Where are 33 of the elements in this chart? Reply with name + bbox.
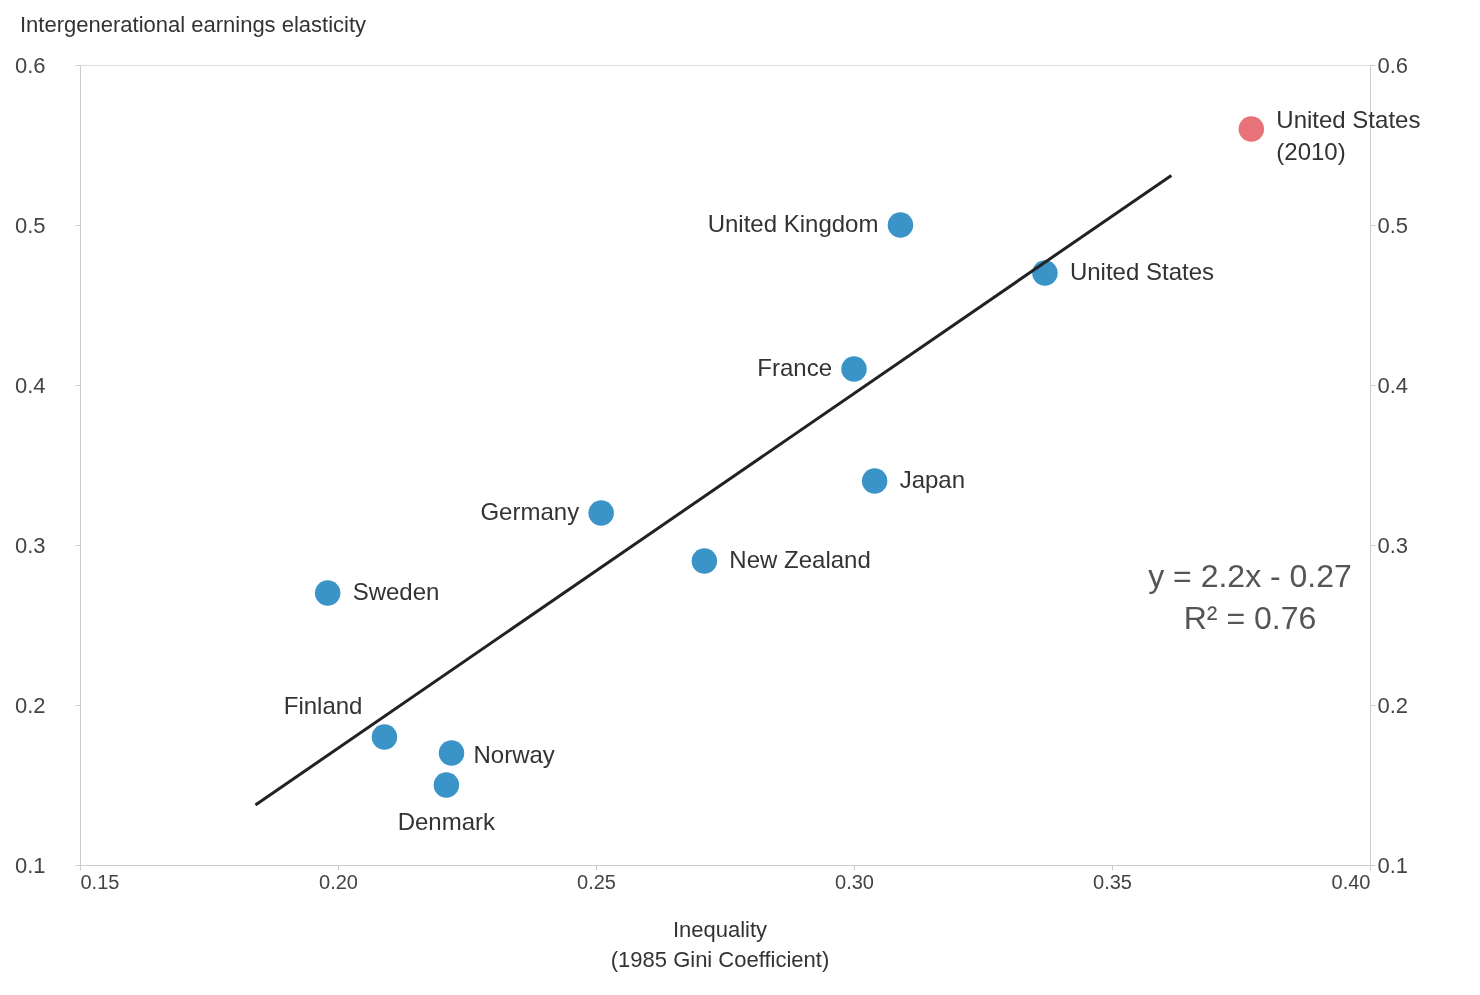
y2-tick-label: 0.1 <box>1377 852 1409 878</box>
y-tick-label: 0.5 <box>14 212 46 238</box>
y2-tick-label: 0.4 <box>1377 372 1409 398</box>
annotation: Finland <box>283 692 363 719</box>
x-tick-label: 0.25 <box>577 870 616 893</box>
x-axis-title: Inequality (1985 Gini Coefficient) <box>610 917 830 972</box>
y2-tick-label: 0.2 <box>1377 692 1409 718</box>
y-tick-label: 0.6 <box>14 52 46 78</box>
x-tick-label: 0.15 <box>80 870 120 893</box>
annotation: United States (2010) <box>1276 106 1421 165</box>
x-tick-label: 0.20 <box>319 870 358 893</box>
x-tick-label: 0.30 <box>835 870 874 893</box>
y2-tick-label: 0.3 <box>1377 532 1409 558</box>
y-tick-label: 0.2 <box>14 692 46 718</box>
y2-tick-label: 0.6 <box>1377 52 1409 78</box>
annotation: Sweden <box>352 578 440 605</box>
annotation: New Zealand <box>729 546 871 573</box>
annotation: United States <box>1069 258 1215 285</box>
annotation: Germany <box>480 498 580 525</box>
y-tick-label: 0.4 <box>14 372 46 398</box>
y2-tick-label: 0.5 <box>1377 212 1409 238</box>
annotation: R² = 0.76 <box>1183 600 1317 636</box>
annotation: Denmark <box>397 808 497 835</box>
annotation: y = 2.2x - 0.27 <box>1148 558 1352 594</box>
annotation: Norway <box>473 741 555 768</box>
y-tick-label: 0.3 <box>14 532 46 558</box>
y-tick-label: 0.1 <box>14 852 46 878</box>
y-axis-title: Intergenerational earnings elasticity <box>20 12 367 37</box>
x-tick-label: 0.40 <box>1331 870 1371 893</box>
annotation: France <box>757 354 832 381</box>
annotation: United Kingdom <box>707 210 879 237</box>
annotation: Japan <box>899 466 966 493</box>
x-tick-label: 0.35 <box>1093 870 1132 893</box>
